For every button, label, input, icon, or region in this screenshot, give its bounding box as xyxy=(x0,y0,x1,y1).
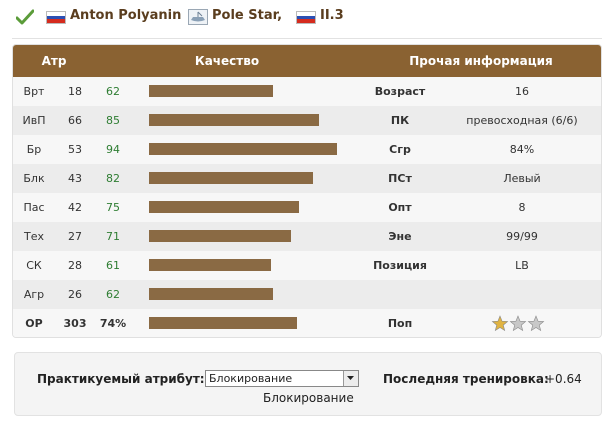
training-panel: Практикуемый атрибут: Блокирование Блоки… xyxy=(14,352,602,416)
team-name[interactable]: Pole Star, xyxy=(212,8,283,23)
attr-value: 26 xyxy=(68,288,82,301)
quality-bar xyxy=(149,143,337,155)
info-label: Эне xyxy=(388,230,412,243)
attr-name: Пас xyxy=(23,201,45,214)
player-header: Anton Polyanin Pole Star, II.3 xyxy=(0,0,606,36)
league-flag-icon xyxy=(296,11,316,24)
attr-quality: 62 xyxy=(106,85,120,98)
practice-attribute-label: Практикуемый атрибут: xyxy=(37,372,205,386)
attr-value: 28 xyxy=(68,259,82,272)
check-icon xyxy=(16,9,34,25)
header-quality: Качество xyxy=(194,54,260,68)
quality-bar xyxy=(149,172,313,184)
attr-value: 66 xyxy=(68,114,82,127)
info-value: Левый xyxy=(503,172,541,185)
attr-name: Бр xyxy=(26,143,42,156)
table-row: Тех 27 71 Эне 99/99 xyxy=(13,222,601,251)
attr-value: 43 xyxy=(68,172,82,185)
star-icon xyxy=(491,315,509,332)
attr-name: СК xyxy=(26,259,42,272)
info-label: Поп xyxy=(387,317,413,330)
attr-quality: 74% xyxy=(99,317,127,330)
player-name[interactable]: Anton Polyanin xyxy=(70,8,182,23)
info-label: Сгр xyxy=(389,143,411,156)
table-row: Пас 42 75 Опт 8 xyxy=(13,193,601,222)
table-row: Блк 43 82 ПСт Левый xyxy=(13,164,601,193)
attr-name: Врт xyxy=(23,85,45,98)
practice-attribute-current: Блокирование xyxy=(263,391,354,405)
quality-bar xyxy=(149,114,319,126)
info-label: Возраст xyxy=(374,85,426,98)
header-attr: Атр xyxy=(41,54,67,68)
header-divider xyxy=(12,38,602,39)
total-quality-bar xyxy=(149,317,297,329)
info-label: Опт xyxy=(388,201,412,214)
russia-flag-icon xyxy=(46,11,66,24)
attr-quality: 94 xyxy=(106,143,120,156)
table-header: Атр Качество Прочая информация xyxy=(13,45,601,79)
table-row: СК 28 61 Позиция LB xyxy=(13,251,601,280)
practice-attribute-value: Блокирование xyxy=(209,372,293,385)
attr-quality: 62 xyxy=(106,288,120,301)
attr-name: Агр xyxy=(23,288,45,301)
table-row: Агр 26 62 xyxy=(13,280,601,309)
popularity-stars xyxy=(491,315,545,332)
info-value: 84% xyxy=(509,143,535,156)
attr-value: 18 xyxy=(68,85,82,98)
table-total-row: ОР 303 74% Поп xyxy=(13,309,601,337)
attr-name: ИвП xyxy=(22,114,46,127)
info-value: 8 xyxy=(518,201,526,214)
quality-bar xyxy=(149,230,291,242)
team-icon xyxy=(188,9,208,25)
attr-value: 42 xyxy=(68,201,82,214)
attr-value: 27 xyxy=(68,230,82,243)
player-stats-table: Атр Качество Прочая информация Врт 18 62 Во… xyxy=(12,44,602,338)
info-value: LB xyxy=(515,259,529,272)
quality-bar xyxy=(149,201,299,213)
table-row: ИвП 66 85 ПК превосходная (6/6) xyxy=(13,106,601,135)
attr-value: 303 xyxy=(63,317,87,330)
attr-name: Тех xyxy=(24,230,44,243)
attr-quality: 82 xyxy=(106,172,120,185)
chevron-down-icon[interactable] xyxy=(343,371,358,386)
quality-bar xyxy=(149,288,273,300)
header-other-info: Прочая информация xyxy=(409,54,553,68)
attr-value: 53 xyxy=(68,143,82,156)
practice-attribute-select[interactable]: Блокирование xyxy=(205,370,359,387)
attr-quality: 75 xyxy=(106,201,120,214)
attr-quality: 85 xyxy=(106,114,120,127)
table-row: Врт 18 62 Возраст 16 xyxy=(13,77,601,106)
last-training-value: +0.64 xyxy=(545,372,582,386)
quality-bar xyxy=(149,259,271,271)
attr-name: ОР xyxy=(25,317,43,330)
quality-bar xyxy=(149,85,273,97)
info-label xyxy=(359,280,441,309)
league-name[interactable]: II.3 xyxy=(320,8,344,23)
info-value: 16 xyxy=(515,85,529,98)
info-label: ПК xyxy=(390,114,410,127)
info-value: 99/99 xyxy=(506,230,538,243)
star-icon xyxy=(509,315,527,332)
attr-quality: 71 xyxy=(106,230,120,243)
attr-quality: 61 xyxy=(106,259,120,272)
info-label: Позиция xyxy=(373,259,427,272)
attr-name: Блк xyxy=(23,172,45,185)
info-label: ПСт xyxy=(388,172,412,185)
info-value xyxy=(441,280,601,309)
table-row: Бр 53 94 Сгр 84% xyxy=(13,135,601,164)
star-icon xyxy=(527,315,545,332)
info-value: превосходная (6/6) xyxy=(466,114,578,127)
last-training-label: Последняя тренировка: xyxy=(383,372,549,386)
